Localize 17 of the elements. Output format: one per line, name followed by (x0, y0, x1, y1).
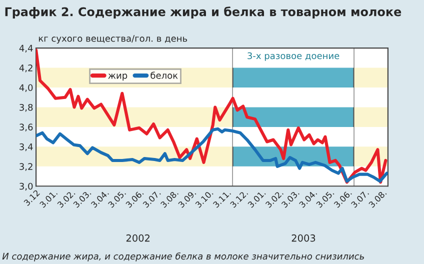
y-tick-label: 4,4 (19, 44, 33, 53)
y-tick-label: 4,2 (19, 64, 32, 72)
line-series (36, 127, 388, 183)
y-tick-label: 3,6 (20, 124, 33, 132)
legend-label: жир (108, 74, 128, 81)
legend-label: белок (150, 72, 178, 79)
y-tick-label: 3,8 (20, 104, 33, 112)
text: И содержание жира, и содержание белка в молоке значительно снизились (2, 252, 364, 262)
y-axis-title: кг сухого вещества/гол. в день (38, 35, 188, 44)
chart-title: График 2. Содержание жира и белка в товарном молоке (5, 6, 402, 19)
y-tick-label: 3,2 (20, 163, 32, 171)
y-tick-label: 3,4 (20, 143, 33, 152)
text: 2003 (292, 234, 316, 242)
band-label: 3-х разовое доение (248, 52, 340, 61)
y-tick-label: 3,0 (20, 182, 33, 191)
y-tick-label: 4,0 (19, 84, 33, 92)
text: 2002 (126, 234, 150, 242)
